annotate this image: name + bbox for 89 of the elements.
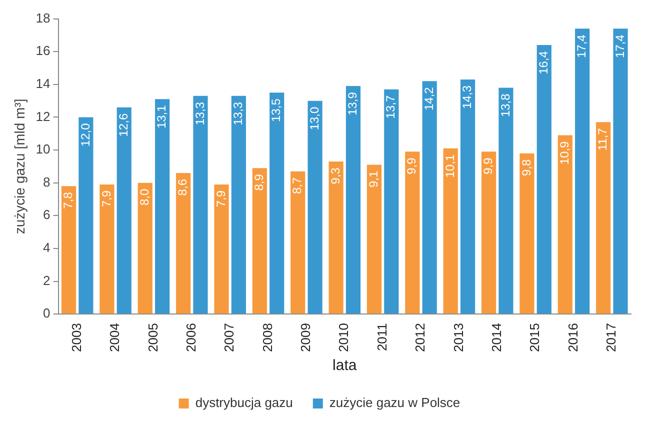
y-tick-label: 2 (43, 272, 50, 288)
data-label: 16,4 (536, 50, 550, 74)
data-label: 10,1 (442, 154, 457, 178)
bar (575, 28, 590, 314)
data-label: 13,3 (230, 102, 245, 126)
x-tick-label: 2006 (183, 323, 198, 352)
data-label: 11,7 (596, 128, 610, 151)
data-label: 8,0 (137, 188, 152, 206)
data-label: 13,7 (384, 95, 398, 119)
bar (270, 92, 284, 314)
data-label: 13,5 (269, 98, 284, 122)
bar (536, 45, 552, 314)
data-label: 8,9 (252, 174, 266, 191)
bar (214, 184, 229, 314)
bar (176, 173, 191, 314)
bar (558, 135, 572, 314)
data-label: 13,9 (346, 92, 360, 116)
bar (78, 117, 94, 314)
bar (308, 100, 322, 314)
data-label: 8,6 (176, 178, 190, 196)
x-tick-label: 2013 (450, 323, 466, 352)
data-label: 17,4 (574, 34, 589, 58)
x-tick-label: 2014 (488, 323, 504, 352)
x-tick-label: 2003 (68, 323, 84, 352)
data-label: 13,3 (192, 102, 207, 126)
y-tick-label: 12 (36, 108, 50, 124)
bar (498, 88, 514, 314)
data-label: 8,7 (290, 177, 304, 194)
bar (61, 186, 76, 314)
x-tick-label: 2004 (107, 323, 122, 352)
data-label: 13,8 (498, 93, 512, 118)
bar (422, 81, 437, 314)
data-label: 14,2 (422, 86, 436, 110)
data-label: 12,6 (116, 113, 130, 137)
bar (481, 152, 496, 314)
bar (596, 122, 611, 314)
data-label: 9,8 (519, 158, 534, 176)
y-tick-label: 14 (36, 76, 50, 91)
data-label: 7,9 (214, 190, 228, 208)
y-tick-label: 4 (43, 240, 50, 256)
data-label: 10,9 (557, 140, 572, 165)
bar (290, 171, 306, 314)
x-tick-label: 2007 (222, 323, 237, 352)
x-tick-label: 2009 (298, 323, 314, 352)
bar (193, 96, 208, 314)
bar (613, 28, 628, 314)
bar (252, 168, 267, 314)
bar (231, 96, 246, 314)
x-tick-label: 2011 (374, 323, 390, 352)
data-label: 7,8 (61, 192, 76, 209)
data-label: 9,9 (404, 157, 419, 174)
x-tick-label: 2017 (603, 323, 618, 352)
data-label: 13,1 (154, 104, 169, 129)
data-label: 14,3 (460, 85, 474, 109)
x-tick-label: 2015 (527, 323, 542, 352)
y-tick-label: 10 (36, 142, 50, 157)
bar (405, 152, 420, 314)
bar (155, 99, 170, 314)
data-label: 17,4 (612, 34, 627, 58)
data-label: 12,0 (78, 122, 92, 147)
bar (328, 162, 344, 314)
x-tick-label: 2016 (565, 323, 580, 352)
bar (138, 182, 152, 314)
bar (384, 89, 399, 314)
y-axis-title: zużycie gazu [mld m³] (11, 98, 28, 234)
bar (366, 164, 382, 314)
y-tick-label: 6 (43, 207, 50, 222)
legend-label: zużycie gazu w Polsce (329, 395, 460, 410)
bar (520, 153, 534, 314)
x-tick-label: 2008 (260, 323, 275, 352)
data-label: 9,9 (481, 157, 496, 174)
data-label: 9,3 (328, 167, 342, 184)
y-tick-label: 16 (36, 43, 50, 58)
data-label: 13,0 (307, 106, 322, 130)
x-tick-label: 2010 (336, 323, 352, 352)
bar (443, 148, 458, 314)
y-tick-label: 8 (43, 174, 50, 190)
data-label: 7,9 (99, 190, 114, 208)
legend-label: dystrybucja gazu (195, 395, 293, 410)
bar (116, 107, 132, 314)
x-axis-title: lata (332, 357, 358, 374)
bar (460, 79, 476, 314)
x-tick-label: 2012 (412, 323, 428, 352)
data-label: 9,1 (366, 170, 381, 188)
bar (100, 184, 114, 314)
bar (346, 86, 361, 314)
x-tick-label: 2005 (145, 323, 160, 352)
y-tick-label: 0 (43, 306, 50, 321)
y-tick-label: 18 (36, 10, 50, 26)
